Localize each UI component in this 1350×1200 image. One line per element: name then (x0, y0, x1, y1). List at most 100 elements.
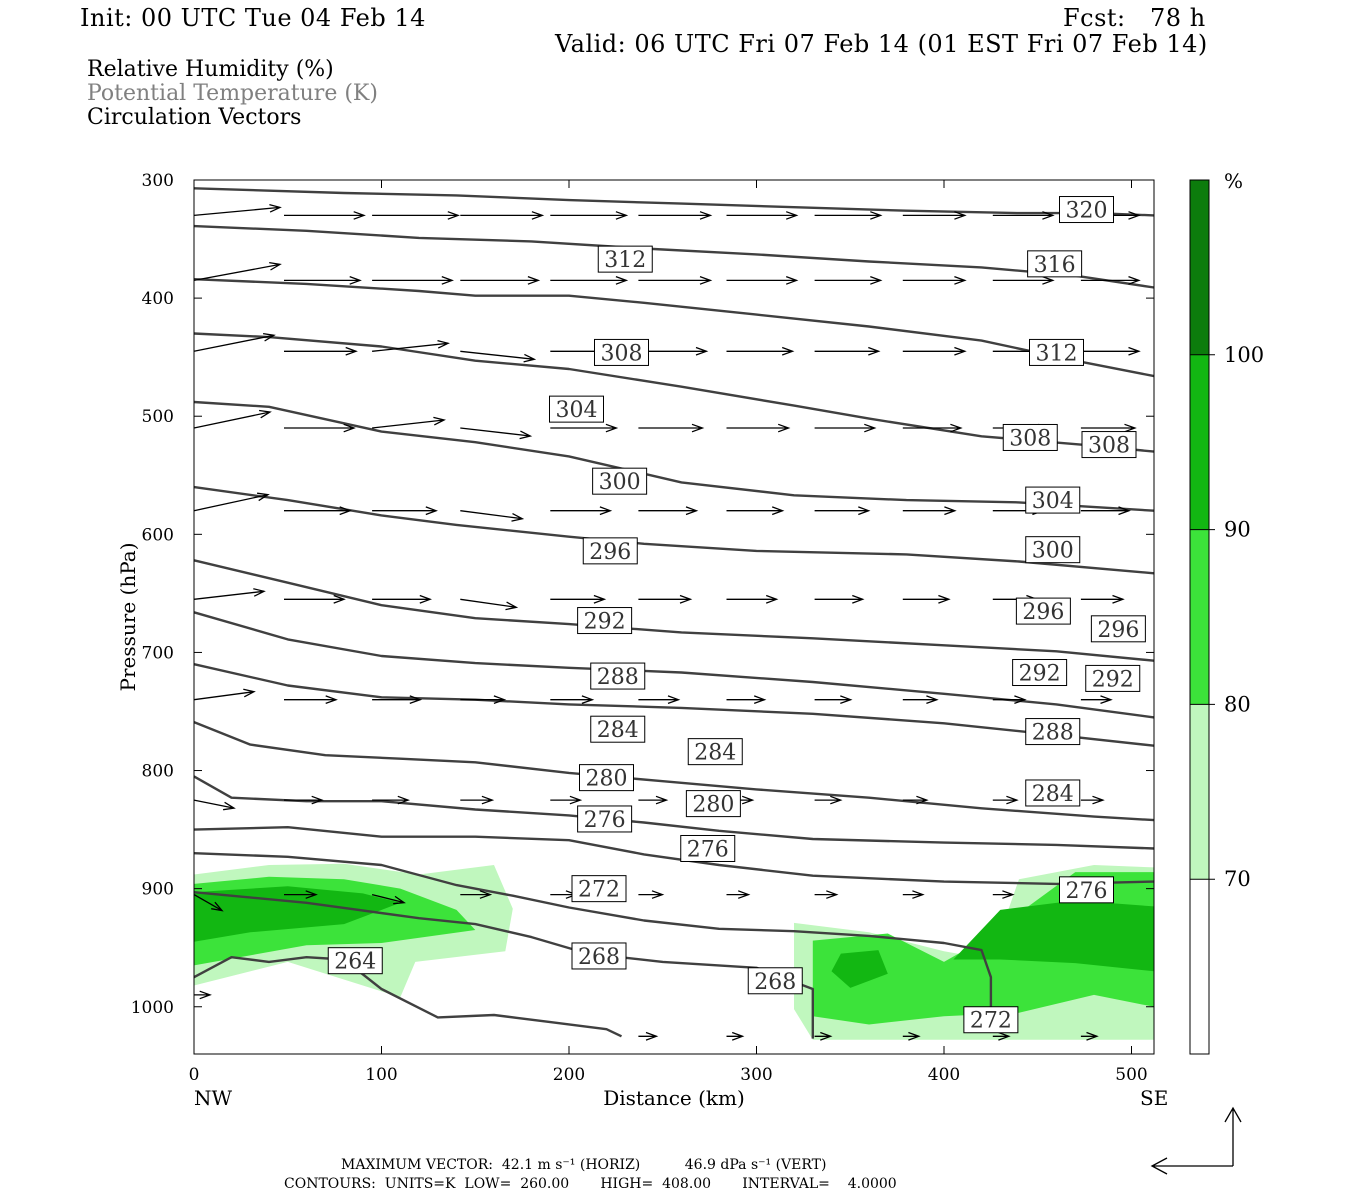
contour-label-288-0: 288 (597, 665, 639, 690)
contour-label-272-0: 272 (578, 878, 620, 903)
colorbar-label-100: 100 (1224, 343, 1264, 367)
contour-label-box-300-1 (1025, 536, 1081, 564)
circulation-vector-69 (460, 695, 507, 705)
contour-label-box-292-2 (1085, 664, 1141, 692)
circulation-vector-35 (372, 416, 446, 429)
contour-info: CONTOURS: UNITS=K LOW= 260.00 HIGH= 408.… (284, 1176, 897, 1192)
forecast-hour: Fcst: 78 h (1063, 4, 1206, 32)
colorbar: 100 90 80 70 (1189, 179, 1264, 1055)
field-label-theta: Potential Temperature (K) (87, 81, 378, 106)
circulation-vector-46 (372, 506, 438, 516)
circulation-vector-62 (814, 594, 865, 604)
circulation-vector-33 (193, 409, 272, 429)
circulation-vector-48 (550, 506, 613, 516)
contour-label-308-1: 308 (1009, 426, 1051, 451)
theta-contour-272 (193, 852, 993, 1025)
circulation-vector-84 (814, 795, 843, 805)
contour-label-box-296-0 (582, 537, 638, 565)
contour-label-box-272-0 (571, 875, 627, 903)
reference-vector-horizontal (1150, 1157, 1233, 1175)
circulation-vector-18 (814, 275, 883, 285)
circulation-vector-7 (814, 211, 883, 220)
theta-contour-320 (193, 187, 1155, 217)
y-tick-label-500: 500 (142, 407, 174, 427)
x-tick-label-300: 300 (740, 1065, 772, 1085)
contour-label-308-2: 308 (1088, 434, 1130, 459)
contour-label-272-1: 272 (970, 1009, 1012, 1034)
contour-label-292-0: 292 (584, 610, 626, 635)
contour-label-box-276-1 (680, 834, 736, 862)
contour-label-296-2: 296 (1097, 618, 1139, 643)
contour-label-312-0: 312 (604, 248, 646, 273)
contour-label-box-284-2 (1025, 779, 1081, 807)
circulation-vector-17 (726, 275, 799, 285)
init-time: Init: 00 UTC Tue 04 Feb 14 (80, 4, 426, 32)
y-tick-label-400: 400 (142, 289, 174, 309)
circulation-vector-82 (638, 795, 669, 805)
contour-label-268-1: 268 (754, 970, 796, 995)
circulation-vector-79 (372, 795, 410, 805)
rh-region-90-100-6 (953, 900, 1154, 972)
contour-label-layer: 320 316 312 312 308 308 308 304 304 300 300 296 296 2… (327, 196, 1146, 1034)
y-tick-label-600: 600 (142, 525, 174, 545)
circulation-vector-39 (726, 423, 791, 433)
colorbar-label-90: 90 (1224, 518, 1251, 542)
circulation-vector-86 (992, 795, 1019, 805)
contour-label-box-268-1 (747, 967, 803, 995)
circulation-vector-12 (284, 275, 362, 285)
circulation-vector-3 (460, 211, 545, 220)
circulation-vector-28 (726, 346, 795, 356)
x-axis-label: Distance (km) (603, 1086, 745, 1110)
circulation-vector-71 (638, 695, 681, 705)
y-tick-label-900: 900 (142, 880, 174, 900)
contour-label-box-308-1 (1002, 423, 1058, 451)
contour-label-300-0: 300 (599, 470, 641, 495)
contour-label-box-312-0 (597, 245, 653, 273)
circulation-vector-80 (460, 795, 495, 805)
circulation-vector-96 (902, 890, 925, 899)
circulation-vector-66 (193, 688, 256, 701)
x-tick-label-0: 0 (189, 1065, 200, 1085)
contour-label-268-0: 268 (578, 945, 620, 970)
contour-label-box-308-2 (1081, 431, 1137, 459)
circulation-vector-91 (460, 890, 493, 899)
contour-label-292-2: 292 (1092, 667, 1134, 692)
contour-label-280-1: 280 (692, 793, 734, 818)
circulation-vector-59 (550, 594, 607, 604)
contour-label-320-0: 320 (1066, 199, 1108, 224)
circulation-vector-23 (284, 346, 358, 356)
circulation-vector-9 (992, 211, 1055, 220)
colorbar-unit: % (1224, 169, 1243, 193)
contour-label-box-276-2 (1059, 876, 1114, 904)
contour-label-box-284-1 (687, 738, 743, 766)
circulation-vector-5 (638, 211, 713, 220)
contour-label-304-1: 304 (1032, 489, 1074, 514)
y-tick-label-300: 300 (142, 171, 174, 191)
max-vector-info: MAXIMUM VECTOR: 42.1 m s⁻¹ (HORIZ) 46.9 … (341, 1157, 827, 1173)
circulation-vector-78 (284, 795, 324, 805)
circulation-vector-93 (638, 890, 665, 899)
circulation-vector-25 (460, 350, 537, 363)
circulation-vector-44 (193, 492, 270, 512)
se-end-label: SE (1140, 1086, 1168, 1110)
theta-contour-300 (193, 485, 1155, 575)
contour-label-284-2: 284 (1032, 782, 1074, 807)
circulation-vector-41 (902, 423, 963, 433)
circulation-vector-74 (902, 695, 939, 705)
theta-contour-316 (193, 224, 1155, 289)
circulation-vector-50 (726, 506, 785, 516)
circulation-vector-54 (1080, 506, 1131, 516)
nw-end-label: NW (194, 1086, 233, 1110)
theta-contour-288 (193, 663, 1155, 747)
circulation-vector-45 (284, 506, 352, 516)
circulation-vector-49 (638, 506, 699, 516)
circulation-vector-15 (550, 275, 629, 285)
contour-label-box-288-0 (590, 662, 646, 690)
x-tick-label-500: 500 (1115, 1065, 1147, 1085)
contour-label-box-304-1 (1025, 486, 1081, 514)
circulation-vector-21 (1080, 275, 1141, 285)
circulation-vector-65 (1080, 594, 1125, 604)
valid-time: Valid: 06 UTC Fri 07 Feb 14 (01 EST Fri … (555, 30, 1208, 58)
circulation-vector-24 (372, 339, 450, 352)
